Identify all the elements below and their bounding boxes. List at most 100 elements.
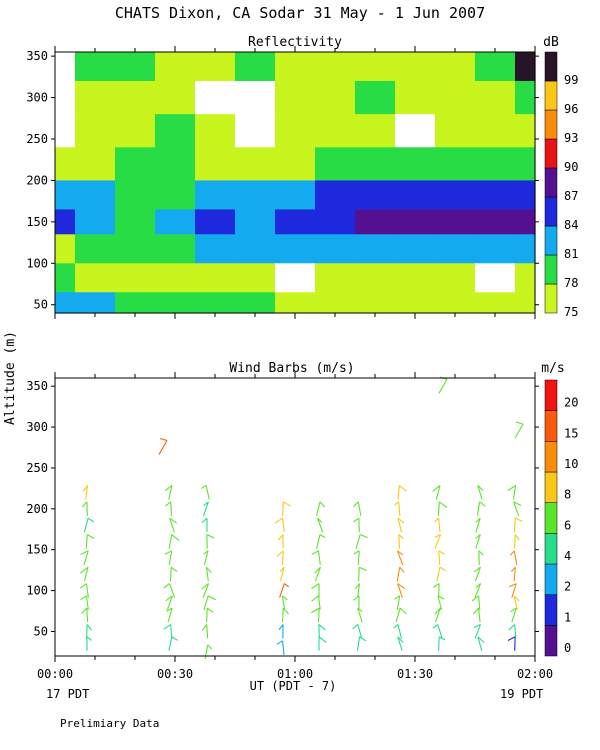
y-tick-label: 350	[26, 379, 48, 393]
reflectivity-cell	[395, 180, 436, 211]
colorbar-swatch	[544, 410, 558, 442]
wind-barb	[316, 534, 326, 549]
wind-barb	[478, 550, 484, 565]
wind-barb	[395, 607, 407, 623]
colorbar-swatch	[544, 196, 558, 227]
wind-barb	[278, 624, 284, 639]
wind-y-axis: 50 100 150 200 250 300 350	[26, 379, 539, 638]
wind-barb	[356, 636, 367, 651]
figure-title: CHATS Dixon, CA Sodar 31 May - 1 Jun 200…	[115, 4, 485, 22]
colorbar-label: 4	[564, 549, 571, 563]
colorbar-swatch	[544, 283, 558, 314]
reflectivity-cell	[395, 209, 436, 235]
wind-barb	[163, 583, 176, 598]
y-tick-label: 300	[26, 420, 48, 434]
wind-barb	[357, 607, 363, 623]
reflectivity-cell	[315, 81, 356, 115]
reflectivity-cell	[435, 52, 476, 82]
reflectivity-cell	[275, 81, 316, 115]
reflectivity-cell	[435, 263, 476, 293]
reflectivity-cell	[515, 209, 536, 235]
reflectivity-cell	[515, 147, 536, 182]
wind-barb	[352, 624, 363, 639]
wind-colorbar: 0 1 2 4 6 8 10 15 20	[544, 379, 578, 657]
wind-barb	[434, 534, 442, 549]
wind-barb	[437, 501, 448, 516]
wind-barb	[513, 517, 523, 533]
colorbar-label: 84	[564, 218, 578, 232]
reflectivity-cell	[355, 292, 396, 314]
wind-barb	[317, 517, 324, 533]
reflectivity-cell	[115, 292, 156, 314]
reflectivity-cell	[355, 52, 396, 82]
x-tick-label: 00:30	[157, 667, 193, 681]
reflectivity-cell	[235, 263, 276, 293]
wind-x-axis: 00:00 00:30 01:00 01:30 02:00	[37, 372, 553, 681]
wind-barb	[204, 644, 213, 660]
wind-barb	[165, 595, 173, 611]
reflectivity-cell	[395, 292, 436, 314]
reflectivity-cell	[315, 292, 356, 314]
reflectivity-cell	[195, 147, 236, 182]
wind-barb	[433, 517, 441, 533]
wind-barb	[206, 534, 215, 549]
colorbar-label: 93	[564, 131, 578, 145]
colorbar-swatch	[544, 379, 558, 411]
wind-barb	[473, 623, 482, 639]
reflectivity-cell	[155, 81, 196, 115]
colorbar-swatch	[544, 167, 558, 198]
reflectivity-y-axis: 50 100 150 200 250 300 350	[26, 49, 539, 312]
x-tick-label: 02:00	[517, 667, 553, 681]
reflectivity-cell	[115, 209, 156, 235]
wind-barb	[83, 517, 95, 533]
wind-barb	[475, 534, 481, 549]
wind-barb	[205, 566, 212, 582]
reflectivity-cell	[315, 234, 356, 264]
reflectivity-cell	[195, 180, 236, 211]
wind-barb	[158, 437, 168, 455]
wind-barb	[471, 595, 481, 610]
footer-note: Prelimiary Data	[60, 717, 159, 730]
wind-barb	[201, 517, 208, 533]
reflectivity-cell	[475, 114, 516, 148]
y-tick-label: 200	[26, 502, 48, 516]
reflectivity-cell	[155, 209, 196, 235]
wind-barb	[279, 583, 290, 598]
wind-barb	[397, 517, 405, 533]
reflectivity-cell	[515, 234, 536, 264]
wind-barb	[397, 485, 407, 500]
reflectivity-cell	[275, 52, 316, 82]
wind-barb	[79, 583, 89, 598]
colorbar-label: 75	[564, 305, 578, 319]
wind-barbs	[79, 376, 524, 660]
wind-barb	[510, 566, 516, 582]
wind-barb	[318, 636, 327, 651]
colorbar-label: 20	[564, 396, 578, 410]
reflectivity-cell	[155, 114, 196, 148]
reflectivity-cell	[475, 234, 516, 264]
wind-barb	[201, 624, 209, 639]
wind-barb	[353, 595, 360, 610]
wind-barb	[509, 550, 518, 565]
wind-barb	[355, 534, 368, 549]
colorbar-label: 10	[564, 457, 578, 471]
wind-barb	[314, 566, 321, 582]
reflectivity-cell	[275, 147, 316, 182]
reflectivity-cell	[275, 292, 316, 314]
colorbar-label: 2	[564, 580, 571, 594]
colorbar-label: 0	[564, 641, 571, 655]
wind-barb	[507, 636, 516, 651]
reflectivity-cell	[235, 180, 276, 211]
reflectivity-cell	[55, 292, 76, 314]
wind-barb	[85, 624, 92, 639]
reflectivity-cell	[235, 292, 276, 314]
wind-barb	[81, 501, 88, 516]
reflectivity-cell	[75, 52, 116, 82]
reflectivity-cell	[355, 81, 396, 115]
reflectivity-cell	[55, 180, 76, 211]
y-tick-label: 250	[26, 132, 48, 146]
reflectivity-cell	[355, 234, 396, 264]
reflectivity-cell	[355, 263, 396, 293]
